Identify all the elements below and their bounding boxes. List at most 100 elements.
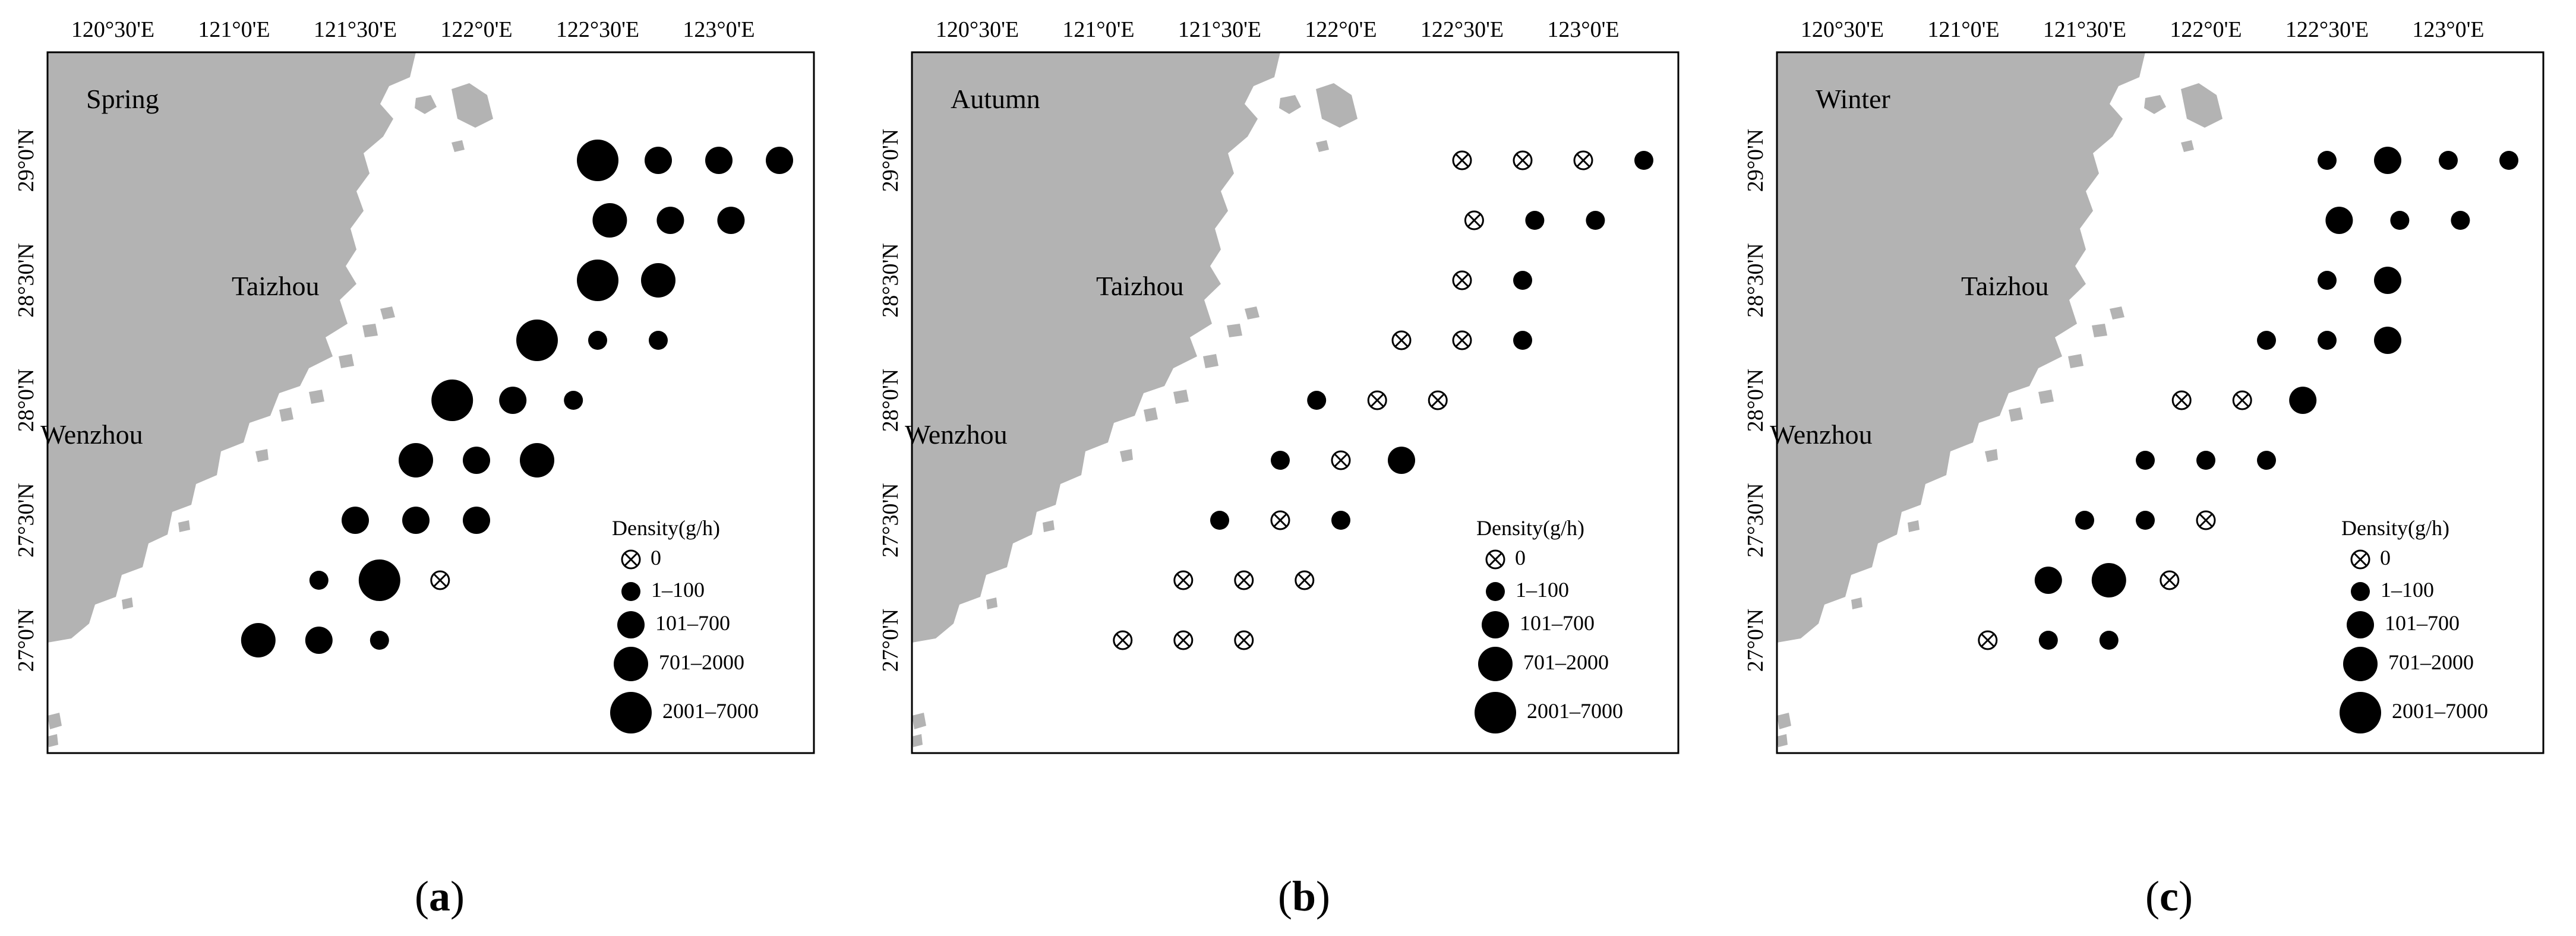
station-marker — [2075, 511, 2094, 530]
city-label-taizhou: Taizhou — [1096, 271, 1184, 301]
station-marker — [2160, 570, 2180, 590]
legend-label: 1–100 — [651, 578, 705, 602]
city-label-taizhou: Taizhou — [1961, 271, 2049, 301]
station-marker — [1634, 151, 1653, 170]
station-marker — [1452, 330, 1472, 350]
legend-label: 0 — [2380, 546, 2391, 570]
latitude-label: 28°0'N — [878, 368, 903, 432]
legend-title: Density(g/h) — [612, 516, 720, 540]
island — [178, 520, 190, 532]
station-marker — [2318, 151, 2337, 170]
island — [1316, 83, 1358, 128]
island — [2181, 83, 2223, 128]
legend-symbol — [2351, 582, 2370, 601]
station-marker — [370, 631, 389, 650]
longitude-label: 121°30'E — [313, 17, 397, 42]
island — [48, 713, 62, 729]
island — [2092, 324, 2107, 337]
legend-label: 701–2000 — [1523, 650, 1609, 674]
station-marker — [1234, 570, 1254, 590]
station-marker — [1367, 390, 1387, 410]
station-marker — [2038, 631, 2058, 650]
latitude-label: 29°0'N — [878, 128, 903, 192]
legend-symbol — [2343, 647, 2378, 681]
island — [1279, 95, 1301, 114]
island — [1245, 306, 1259, 320]
map-canvas — [1776, 51, 2545, 754]
latitude-label: 27°0'N — [1743, 608, 1768, 672]
station-marker — [1513, 331, 1532, 350]
station-marker — [766, 147, 793, 174]
station-marker — [717, 207, 745, 234]
station-marker — [516, 320, 558, 361]
island — [1316, 140, 1329, 152]
station-marker — [1428, 390, 1448, 410]
station-marker — [1978, 630, 1998, 650]
station-marker — [1270, 510, 1290, 530]
station-marker — [2232, 390, 2252, 410]
latitude-label: 27°0'N — [878, 608, 903, 672]
station-marker — [2034, 567, 2062, 594]
city-label-wenzhou: Wenzhou — [40, 419, 143, 450]
longitude-label: 122°0'E — [1305, 17, 1377, 42]
longitude-label: 121°30'E — [1177, 17, 1262, 42]
legend-label: 1–100 — [1516, 578, 1569, 602]
station-marker — [564, 391, 583, 410]
longitude-label: 120°30'E — [1800, 17, 1884, 42]
island — [1851, 597, 1862, 609]
station-marker — [1452, 150, 1472, 170]
station-marker — [641, 263, 675, 298]
island — [309, 390, 324, 404]
legend-symbol — [2340, 692, 2381, 733]
island — [1144, 407, 1158, 422]
station-marker — [1464, 210, 1484, 230]
station-marker — [577, 140, 618, 181]
station-marker — [399, 443, 433, 478]
station-marker — [2499, 151, 2518, 170]
island — [362, 324, 378, 337]
season-label: Winter — [1816, 84, 1890, 114]
station-marker — [705, 147, 733, 174]
panel-caption: (a) — [415, 872, 465, 920]
island — [255, 449, 269, 462]
longitude-label: 122°30'E — [1420, 17, 1504, 42]
longitude-label: 122°0'E — [2170, 17, 2242, 42]
island — [1908, 520, 1920, 532]
station-marker — [1452, 270, 1472, 290]
legend-label: 2001–7000 — [2392, 699, 2488, 723]
station-marker — [499, 387, 527, 414]
island — [1120, 449, 1133, 462]
station-marker — [2136, 451, 2155, 470]
panel-caption: (c) — [2145, 872, 2193, 920]
longitude-label: 123°0'E — [1547, 17, 1620, 42]
legend-symbol — [1478, 647, 1513, 681]
legend-symbol — [2350, 549, 2370, 570]
longitude-label: 122°30'E — [2285, 17, 2369, 42]
island — [48, 734, 58, 747]
station-marker — [2091, 563, 2126, 597]
legend-symbol — [610, 692, 652, 733]
station-marker — [241, 623, 276, 657]
station-marker — [430, 570, 450, 590]
island — [2009, 407, 2023, 422]
legend-label: 1–100 — [2381, 578, 2434, 602]
island — [279, 407, 293, 422]
legend-label: 701–2000 — [2388, 650, 2474, 674]
longitude-label: 120°30'E — [935, 17, 1019, 42]
station-marker — [1173, 630, 1194, 650]
longitude-label: 121°0'E — [198, 17, 270, 42]
station-marker — [1513, 271, 1532, 290]
station-marker — [2390, 211, 2410, 230]
station-marker — [2257, 451, 2276, 470]
longitude-label: 122°0'E — [440, 17, 513, 42]
legend-title: Density(g/h) — [2341, 516, 2449, 540]
island — [1173, 390, 1189, 404]
legend-symbol — [621, 549, 641, 570]
island — [1227, 324, 1242, 337]
latitude-label: 28°30'N — [1743, 243, 1768, 318]
island — [380, 306, 395, 320]
station-marker — [588, 331, 607, 350]
station-marker — [2374, 267, 2401, 294]
island — [2144, 95, 2166, 114]
latitude-label: 28°30'N — [878, 243, 903, 318]
